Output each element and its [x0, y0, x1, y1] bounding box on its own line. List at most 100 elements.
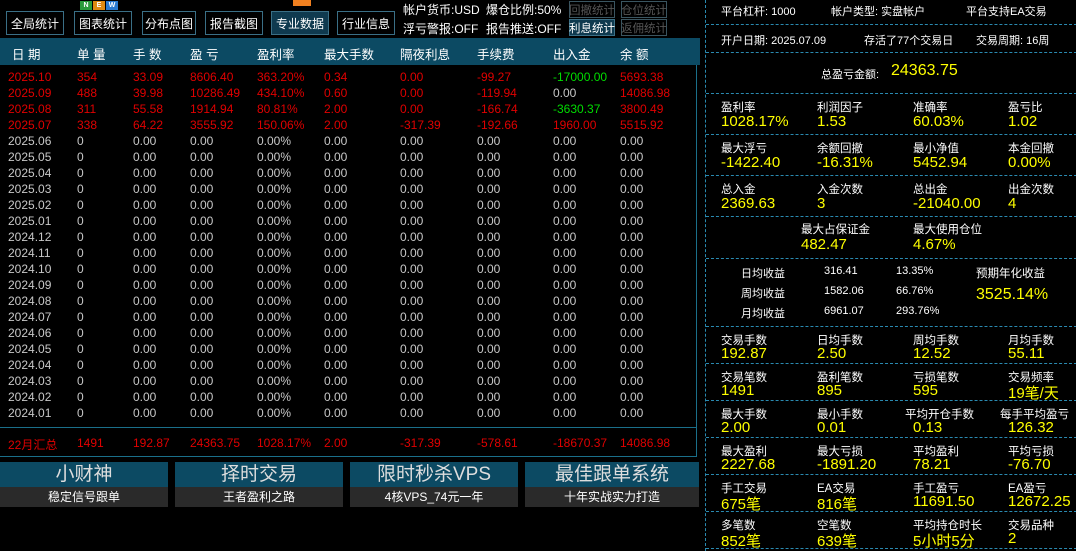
stat-button-0[interactable]: 回撤统计	[569, 1, 615, 18]
stat-value: 5小时5分	[913, 533, 975, 550]
table-cell: 0.00	[477, 310, 501, 324]
table-cell: 0.00%	[257, 278, 292, 292]
stat-label: 月均手数	[1008, 335, 1054, 347]
banner-title: 择时交易	[175, 462, 343, 487]
table-cell: 2025.05	[8, 150, 52, 164]
table-cell: 0.00%	[257, 326, 292, 340]
table-cell: 0.00	[190, 134, 214, 148]
table-cell: 354	[77, 70, 98, 84]
table-cell: 0	[77, 358, 84, 372]
new-badge-e: E	[93, 1, 105, 10]
stats-section: 最大手数 2.00 最小手数 0.01 平均开仓手数 0.13 每手平均盈亏 126.32	[706, 401, 1076, 438]
table-cell: 0.00	[620, 134, 644, 148]
column-header: 日 期	[12, 48, 41, 62]
column-header: 出入金	[553, 48, 591, 62]
table-cell: 2025.07	[8, 118, 52, 132]
table-cell: 2024.05	[8, 342, 52, 356]
table-cell: 0.00	[400, 230, 424, 244]
table-cell: 0.00	[133, 326, 157, 340]
stat-button-1[interactable]: 仓位统计	[621, 1, 667, 18]
banner-title: 限时秒杀VPS	[350, 462, 518, 487]
return-value: 1582.06	[824, 285, 864, 297]
stat-label: 空笔数	[817, 520, 852, 532]
summary-cell: -578.61	[477, 436, 518, 450]
max-position-value: 4.67%	[913, 236, 956, 253]
stat-label: 最大浮亏	[721, 143, 767, 155]
promo-banner[interactable]: 择时交易 王者盈利之路	[175, 462, 343, 507]
table-cell: 0.00	[133, 278, 157, 292]
table-cell: 0.00	[477, 150, 501, 164]
stat-label: 每手平均盈亏	[1000, 409, 1069, 421]
toolbar-button-4[interactable]: 专业数据	[271, 11, 329, 35]
table-row: 2025.03 0 0.00 0.00 0.00% 0.00 0.00 0.00 0.00 0.0…	[0, 182, 697, 198]
table-cell: 0.00	[400, 150, 424, 164]
table-cell: 0.00	[190, 310, 214, 324]
table-cell: 0.00	[133, 374, 157, 388]
table-row: 2025.07 338 64.22 3555.92 150.06% 2.00 -317.39…	[0, 118, 697, 134]
monthly-stats-panel: N E W 全局统计 图表统计 分布点图 报告截图 专业数据 行业信息 帐户货币:USD …	[0, 0, 700, 507]
stat-label: 交易手数	[721, 335, 767, 347]
table-cell: 2024.10	[8, 262, 52, 276]
table-cell: 0.00	[553, 310, 577, 324]
stat-value: 126.32	[1008, 419, 1054, 436]
table-cell: 0.00	[400, 214, 424, 228]
table-cell: 0.00	[400, 342, 424, 356]
table-cell: 2025.10	[8, 70, 52, 84]
table-cell: 0.00	[190, 198, 214, 212]
table-cell: 2024.12	[8, 230, 52, 244]
table-cell: 0.00%	[257, 230, 292, 244]
table-cell: 0.00	[477, 262, 501, 276]
table-cell: 0.00	[620, 390, 644, 404]
table-cell: 3800.49	[620, 102, 664, 116]
float-alarm: 浮亏警报:OFF	[403, 22, 479, 36]
return-value: 6961.07	[824, 305, 864, 317]
table-row: 2025.05 0 0.00 0.00 0.00% 0.00 0.00 0.00 0.00 0.0…	[0, 150, 697, 166]
table-cell: 10286.49	[190, 86, 241, 100]
toolbar-button-3[interactable]: 报告截图	[205, 11, 263, 35]
table-cell: 0.00	[324, 278, 348, 292]
stat-value: -1422.40	[721, 154, 781, 171]
stat-value: -1891.20	[817, 456, 877, 473]
promo-banner[interactable]: 小财神 稳定信号跟单	[0, 462, 168, 507]
open-date: 开户日期: 2025.07.09	[721, 35, 827, 47]
table-cell: 2024.08	[8, 294, 52, 308]
table-cell: 0.00	[553, 262, 577, 276]
toolbar-button-5[interactable]: 行业信息	[337, 11, 395, 35]
toolbar-button-1[interactable]: 图表统计	[74, 11, 132, 35]
stat-label: 准确率	[913, 102, 948, 114]
column-header: 盈 亏	[190, 48, 219, 62]
table-cell: 0.00	[133, 246, 157, 260]
stat-button-2[interactable]: 利息统计	[569, 19, 615, 36]
table-cell: 0.00	[133, 198, 157, 212]
account-type: 帐户类型: 实盘帐户	[831, 6, 926, 18]
stat-label: 入金次数	[817, 184, 863, 196]
table-cell: 0.00	[553, 374, 577, 388]
account-stats-panel: 平台杠杆: 1000 帐户类型: 实盘帐户 平台支持EA交易 开户日期: 202…	[705, 0, 1076, 551]
stat-value: 675笔	[721, 496, 762, 513]
table-row: 2024.11 0 0.00 0.00 0.00% 0.00 0.00 0.00 0.00 0.0…	[0, 246, 697, 262]
table-cell: 0.00%	[257, 166, 292, 180]
table-cell: 0.00	[133, 390, 157, 404]
stat-button-3[interactable]: 返佣统计	[621, 19, 667, 36]
table-cell: 0.00	[324, 230, 348, 244]
banner-title: 小财神	[0, 462, 168, 487]
stat-label: 平均亏损	[1008, 446, 1054, 458]
table-cell: 80.81%	[257, 102, 298, 116]
table-cell: 2024.03	[8, 374, 52, 388]
toolbar-button-0[interactable]: 全局统计	[6, 11, 64, 35]
table-cell: 2025.08	[8, 102, 52, 116]
stat-label: 平均开仓手数	[905, 409, 974, 421]
stat-value: 852笔	[721, 533, 762, 550]
stats-section: 交易笔数 1491 盈利笔数 895 亏损笔数 595 交易频率 19笔/天	[706, 364, 1076, 402]
table-cell: 0.00	[477, 182, 501, 196]
table-cell: 0.00	[190, 390, 214, 404]
promo-banner[interactable]: 最佳跟单系统 十年实战实力打造	[525, 462, 699, 507]
table-row: 2025.08 311 55.58 1914.94 80.81% 2.00 0.00 -166…	[0, 102, 697, 118]
table-cell: 0	[77, 326, 84, 340]
table-cell: 0.00	[620, 294, 644, 308]
table-cell: 0.00	[620, 230, 644, 244]
table-cell: 0.00	[324, 310, 348, 324]
promo-banner[interactable]: 限时秒杀VPS 4核VPS_74元一年	[350, 462, 518, 507]
table-cell: 0.00	[190, 294, 214, 308]
toolbar-button-2[interactable]: 分布点图	[142, 11, 196, 35]
